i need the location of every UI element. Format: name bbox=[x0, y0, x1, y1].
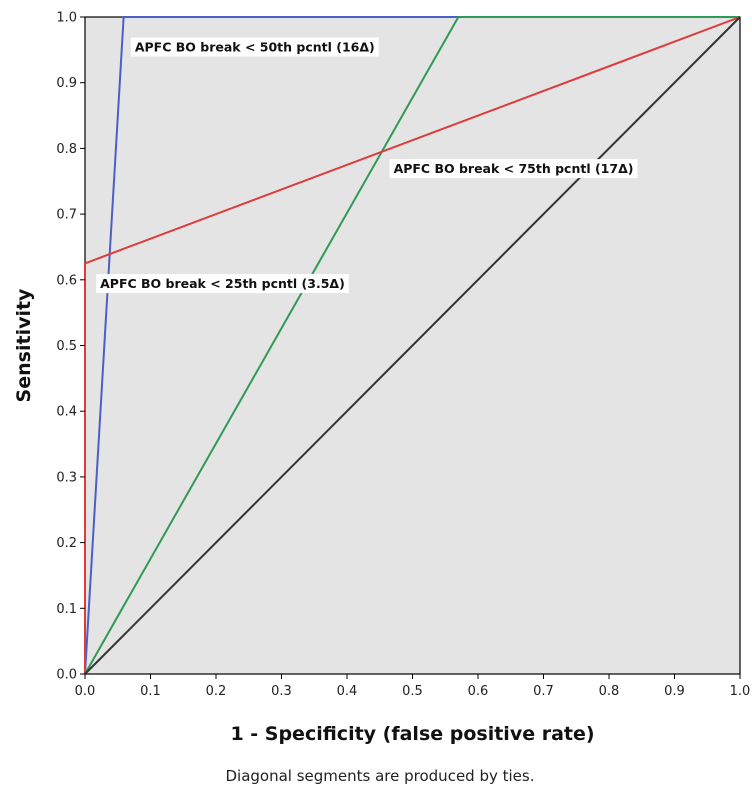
annotation-box bbox=[389, 159, 638, 179]
footnote: Diagonal segments are produced by ties. bbox=[225, 767, 534, 785]
y-axis-title: Sensitivity bbox=[13, 288, 35, 402]
y-tick-label: 0.2 bbox=[56, 536, 77, 551]
x-axis-title: 1 - Specificity (false positive rate) bbox=[230, 723, 594, 745]
x-tick-label: 0.7 bbox=[533, 684, 554, 699]
roc-line-2 bbox=[84, 16, 740, 675]
y-tick-label: 0.4 bbox=[56, 405, 77, 420]
annotation-text: APFC BO break < 25th pcntl (3.5Δ) bbox=[100, 276, 345, 291]
annotation-text: APFC BO break < 50th pcntl (16Δ) bbox=[135, 40, 375, 55]
y-tick-label: 0.1 bbox=[56, 602, 77, 617]
y-axis-ticks: 0.0 0.1 0.2 0.3 0.4 0.5 0.6 0.7 0.8 0.9 1.0 bbox=[56, 11, 85, 683]
reference-diagonal-line bbox=[84, 16, 741, 675]
x-tick-label: 0.2 bbox=[206, 684, 227, 699]
annotation-2: APFC BO break < 75th pcntl (17Δ) bbox=[389, 159, 638, 179]
annotation-box bbox=[96, 274, 349, 294]
annotation-box bbox=[130, 37, 379, 57]
series-lines bbox=[84, 16, 741, 675]
y-tick-label: 0.3 bbox=[56, 470, 77, 485]
roc-line-3 bbox=[84, 16, 741, 674]
y-tick-label: 0.6 bbox=[56, 273, 77, 288]
x-tick-label: 0.1 bbox=[140, 684, 161, 699]
x-tick-label: 0.0 bbox=[75, 684, 96, 699]
x-tick-label: 1.0 bbox=[730, 684, 751, 699]
y-tick-label: 0.8 bbox=[56, 142, 77, 157]
x-tick-label: 0.4 bbox=[337, 684, 358, 699]
y-tick-label: 0.5 bbox=[56, 339, 77, 354]
x-tick-label: 0.8 bbox=[599, 684, 620, 699]
annotations: APFC BO break < 50th pcntl (16Δ) APFC BO … bbox=[96, 37, 638, 294]
annotation-3: APFC BO break < 25th pcntl (3.5Δ) bbox=[96, 274, 349, 294]
x-tick-label: 0.6 bbox=[468, 684, 489, 699]
x-tick-label: 0.3 bbox=[271, 684, 292, 699]
annotation-text: APFC BO break < 75th pcntl (17Δ) bbox=[394, 161, 634, 176]
y-tick-label: 0.9 bbox=[56, 76, 77, 91]
x-tick-label: 0.5 bbox=[402, 684, 423, 699]
y-tick-label: 0.7 bbox=[56, 208, 77, 223]
y-tick-label: 1.0 bbox=[56, 11, 77, 26]
annotation-1: APFC BO break < 50th pcntl (16Δ) bbox=[130, 37, 379, 57]
y-tick-label: 0.0 bbox=[56, 668, 77, 683]
x-axis-ticks: 0.0 0.1 0.2 0.3 0.4 0.5 0.6 0.7 0.8 0.9 1.0 bbox=[75, 674, 751, 699]
x-tick-label: 0.9 bbox=[664, 684, 685, 699]
